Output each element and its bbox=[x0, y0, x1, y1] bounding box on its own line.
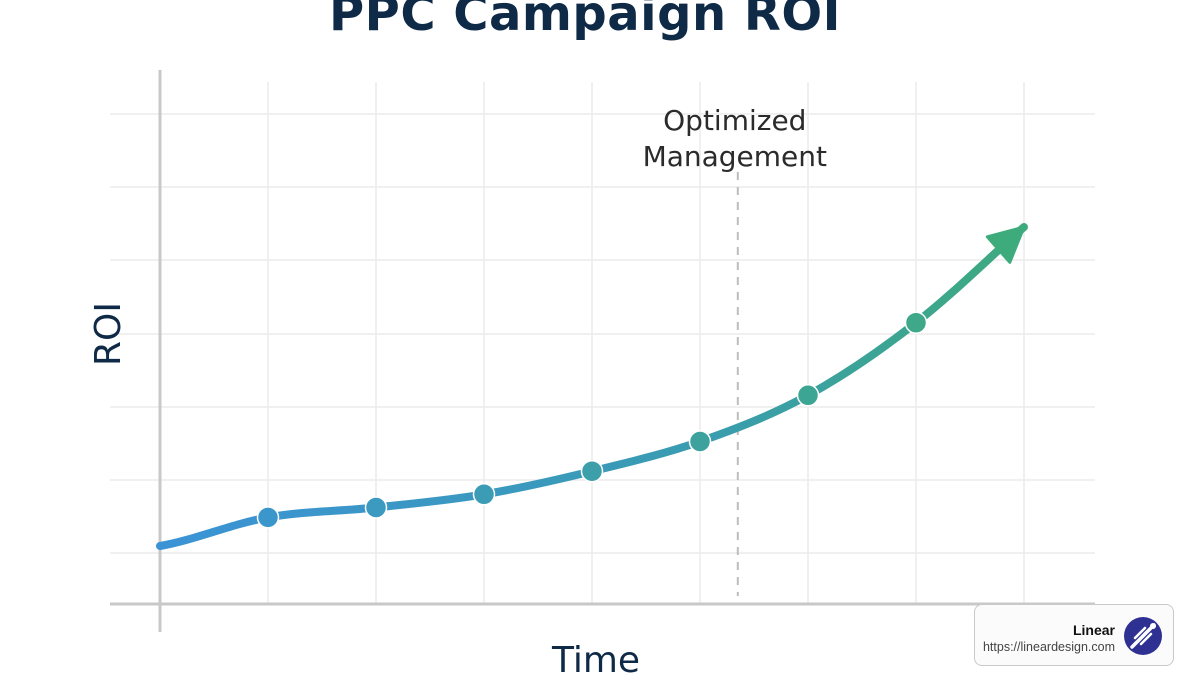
arrowhead-icon bbox=[985, 225, 1026, 264]
y-axis-title: ROI bbox=[88, 302, 129, 366]
grid bbox=[110, 82, 1095, 604]
data-points bbox=[256, 311, 928, 529]
data-point-5 bbox=[688, 430, 712, 453]
axes bbox=[110, 70, 1095, 632]
annotation-label-line2: Management bbox=[643, 140, 827, 173]
brand-url: https://lineardesign.com bbox=[982, 640, 1115, 654]
data-point-7 bbox=[904, 311, 928, 334]
watermark-badge[interactable]: Linear https://lineardesign.com bbox=[974, 604, 1174, 666]
data-point-2 bbox=[364, 496, 388, 519]
data-point-1 bbox=[256, 506, 280, 529]
data-point-4 bbox=[580, 459, 604, 483]
data-point-6 bbox=[796, 384, 820, 407]
annotation-label-line1: Optimized bbox=[663, 104, 806, 137]
linear-logo-icon bbox=[1124, 617, 1162, 655]
chart-title: PPC Campaign ROI bbox=[329, 0, 841, 42]
brand-name: Linear bbox=[1072, 622, 1115, 638]
data-point-3 bbox=[472, 483, 496, 506]
x-axis-title: Time bbox=[551, 640, 640, 680]
